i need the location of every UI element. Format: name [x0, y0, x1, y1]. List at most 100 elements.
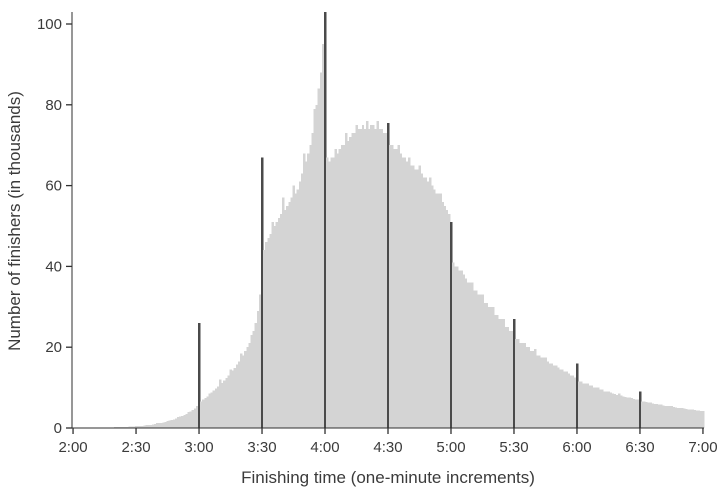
bar — [502, 318, 505, 428]
bar — [699, 411, 703, 428]
bar — [237, 361, 241, 428]
bar — [214, 388, 218, 428]
bar — [374, 129, 377, 429]
bar — [588, 385, 591, 428]
bar — [487, 306, 491, 428]
bar — [567, 373, 570, 428]
bar — [578, 381, 581, 428]
bar — [672, 406, 675, 428]
bar — [187, 412, 190, 428]
spike-bar — [449, 221, 453, 428]
bar — [412, 165, 415, 428]
spike-bar — [323, 11, 327, 428]
bar — [510, 331, 514, 428]
bar — [326, 157, 329, 428]
x-tick-label: 3:30 — [247, 439, 276, 456]
bar — [565, 371, 568, 428]
bar — [641, 401, 644, 428]
bar — [498, 318, 501, 428]
bar — [464, 278, 468, 428]
bar — [420, 173, 423, 428]
bar — [336, 153, 340, 428]
y-tick-label: 60 — [45, 178, 62, 195]
bar — [334, 149, 337, 429]
bar — [689, 409, 692, 428]
bar — [680, 407, 684, 428]
bar — [353, 133, 356, 428]
x-tick-label: 7:00 — [688, 439, 717, 456]
bar — [475, 290, 478, 428]
bar — [281, 197, 285, 428]
spike-bar — [638, 391, 642, 428]
bar — [235, 364, 239, 428]
bar — [693, 410, 696, 428]
bar — [265, 242, 268, 428]
bar — [601, 389, 604, 428]
bar — [162, 422, 165, 428]
bar — [279, 213, 283, 428]
x-tick-label: 5:00 — [436, 439, 465, 456]
bar — [504, 327, 507, 428]
bar — [244, 351, 247, 428]
bar — [603, 391, 606, 428]
bar — [592, 387, 596, 428]
bar — [590, 385, 594, 428]
bar — [185, 413, 188, 428]
bar — [649, 402, 652, 428]
bar — [561, 369, 564, 428]
bar — [338, 149, 342, 429]
bar — [132, 426, 136, 428]
bar — [433, 189, 436, 428]
bar — [569, 375, 573, 428]
bar — [655, 404, 659, 428]
bar — [668, 406, 671, 428]
bar — [687, 409, 690, 428]
bar — [370, 125, 373, 428]
bar — [695, 410, 699, 428]
y-tick-label: 100 — [37, 16, 62, 33]
bar — [298, 181, 302, 428]
bar — [179, 416, 182, 428]
spike-bar — [386, 122, 390, 428]
x-axis-ticks: 2:00 2:30 3:00 3:30 4:00 4:30 5:00 5:30 6:00 6:30… — [58, 428, 718, 456]
bar — [573, 377, 577, 428]
bar — [359, 129, 363, 429]
bar — [351, 133, 354, 428]
bar — [506, 327, 510, 428]
bar — [701, 411, 705, 428]
spike-bar — [260, 157, 264, 428]
bar — [424, 177, 428, 428]
bar — [554, 365, 558, 428]
bar — [407, 157, 411, 428]
bar — [571, 375, 575, 428]
bar — [227, 375, 230, 428]
bar — [582, 383, 585, 428]
bar — [431, 185, 434, 428]
bar — [607, 391, 610, 428]
bar — [445, 209, 449, 428]
bar — [389, 145, 392, 428]
bar — [479, 294, 482, 428]
bar — [521, 343, 524, 428]
bar — [258, 294, 262, 428]
bar — [256, 310, 260, 428]
bar — [212, 390, 216, 428]
bar — [468, 282, 472, 428]
bar — [615, 394, 619, 428]
bar — [206, 396, 209, 428]
bar — [481, 294, 484, 428]
bar — [139, 425, 142, 428]
bar — [368, 129, 371, 429]
bar — [559, 369, 562, 428]
bar — [401, 157, 405, 428]
bar — [517, 339, 520, 428]
bar — [242, 355, 245, 428]
bar — [160, 422, 163, 428]
bar — [309, 145, 312, 428]
bar — [447, 213, 451, 428]
bar — [208, 393, 211, 428]
bar — [393, 149, 396, 429]
bar — [134, 425, 138, 428]
bar — [269, 234, 272, 428]
bar — [527, 347, 531, 428]
